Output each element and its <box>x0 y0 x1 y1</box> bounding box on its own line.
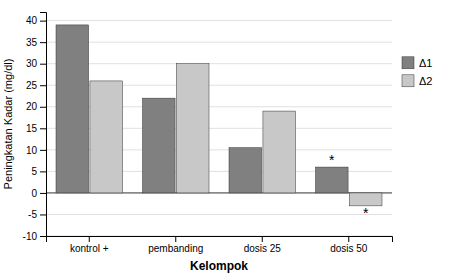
annotation: * <box>329 152 335 168</box>
tick-mark <box>89 236 90 242</box>
legend-item: Δ2 <box>402 75 432 87</box>
series <box>90 64 382 206</box>
tick: 15 <box>26 123 46 134</box>
tick-label: 10 <box>26 145 38 156</box>
tick-label: kontrol + <box>70 243 109 254</box>
tick-mark <box>40 64 46 65</box>
tick-mark <box>348 236 349 242</box>
legend: Δ1 Δ2 <box>402 57 432 87</box>
axis-line <box>40 13 47 237</box>
bar <box>90 81 123 193</box>
tick-mark <box>40 236 46 237</box>
tick: pembanding <box>148 236 203 254</box>
tick: -10 <box>23 231 46 242</box>
grid-line <box>46 20 392 21</box>
tick-label: 0 <box>31 188 37 199</box>
tick-label: dosis 25 <box>244 243 282 254</box>
x-axis: kontrol + pembanding dosis 25 dosis 50 <box>47 236 393 254</box>
y-axis-title: Peningkatan Kadar (mg/dl) <box>2 59 14 190</box>
tick-mark <box>262 236 263 242</box>
tick-mark <box>40 107 46 108</box>
grid-line <box>46 214 392 215</box>
legend-swatch <box>402 75 414 87</box>
tick-mark <box>40 128 46 129</box>
chart: -10 -5 0 5 10 15 20 25 30 35 40 kontrol + pembanding… <box>0 0 450 278</box>
tick: kontrol + <box>70 236 109 254</box>
tick: 20 <box>26 101 46 112</box>
tick: 0 <box>31 188 46 199</box>
tick-label: 35 <box>26 37 38 48</box>
tick-label: 30 <box>26 58 38 69</box>
tick: dosis 25 <box>244 236 282 254</box>
axis-line <box>47 237 393 243</box>
bar <box>316 167 349 193</box>
tick: dosis 50 <box>330 236 368 254</box>
legend-label: Δ2 <box>419 75 432 87</box>
annotation: * <box>363 205 369 221</box>
x-axis-title: Kelompok <box>190 259 248 273</box>
tick-label: dosis 50 <box>330 243 368 254</box>
tick: 25 <box>26 80 46 91</box>
tick-label: pembanding <box>148 243 203 254</box>
tick: 35 <box>26 37 46 48</box>
tick-label: 40 <box>26 15 38 26</box>
bar <box>143 98 176 193</box>
bar <box>263 111 296 193</box>
legend-item: Δ1 <box>402 57 432 69</box>
legend-swatch <box>402 57 414 69</box>
tick-mark <box>40 85 46 86</box>
bars <box>56 25 382 206</box>
legend-label: Δ1 <box>419 57 432 69</box>
tick-mark <box>40 193 46 194</box>
y-axis: -10 -5 0 5 10 15 20 25 30 35 40 <box>23 13 47 242</box>
tick-mark <box>40 21 46 22</box>
grid-line <box>46 42 392 43</box>
tick: -5 <box>28 209 46 220</box>
tick: 40 <box>26 15 46 26</box>
tick-label: -10 <box>23 231 38 242</box>
tick: 10 <box>26 145 46 156</box>
tick-label: 15 <box>26 123 38 134</box>
series <box>56 25 348 193</box>
tick-mark <box>40 150 46 151</box>
tick: 5 <box>31 166 46 177</box>
tick: 30 <box>26 58 46 69</box>
tick-label: -5 <box>28 209 37 220</box>
tick-label: 25 <box>26 80 38 91</box>
tick-mark <box>40 42 46 43</box>
grid-line <box>46 63 392 64</box>
tick-mark <box>40 171 46 172</box>
bar <box>56 25 89 193</box>
bar <box>176 64 209 193</box>
tick-label: 5 <box>31 166 37 177</box>
tick-mark <box>40 214 46 215</box>
tick-mark <box>175 236 176 242</box>
annotations: ** <box>329 152 369 221</box>
bar <box>229 148 262 193</box>
grid <box>46 21 392 236</box>
plot: -10 -5 0 5 10 15 20 25 30 35 40 kontrol + pembanding… <box>23 13 393 255</box>
tick-label: 20 <box>26 101 38 112</box>
